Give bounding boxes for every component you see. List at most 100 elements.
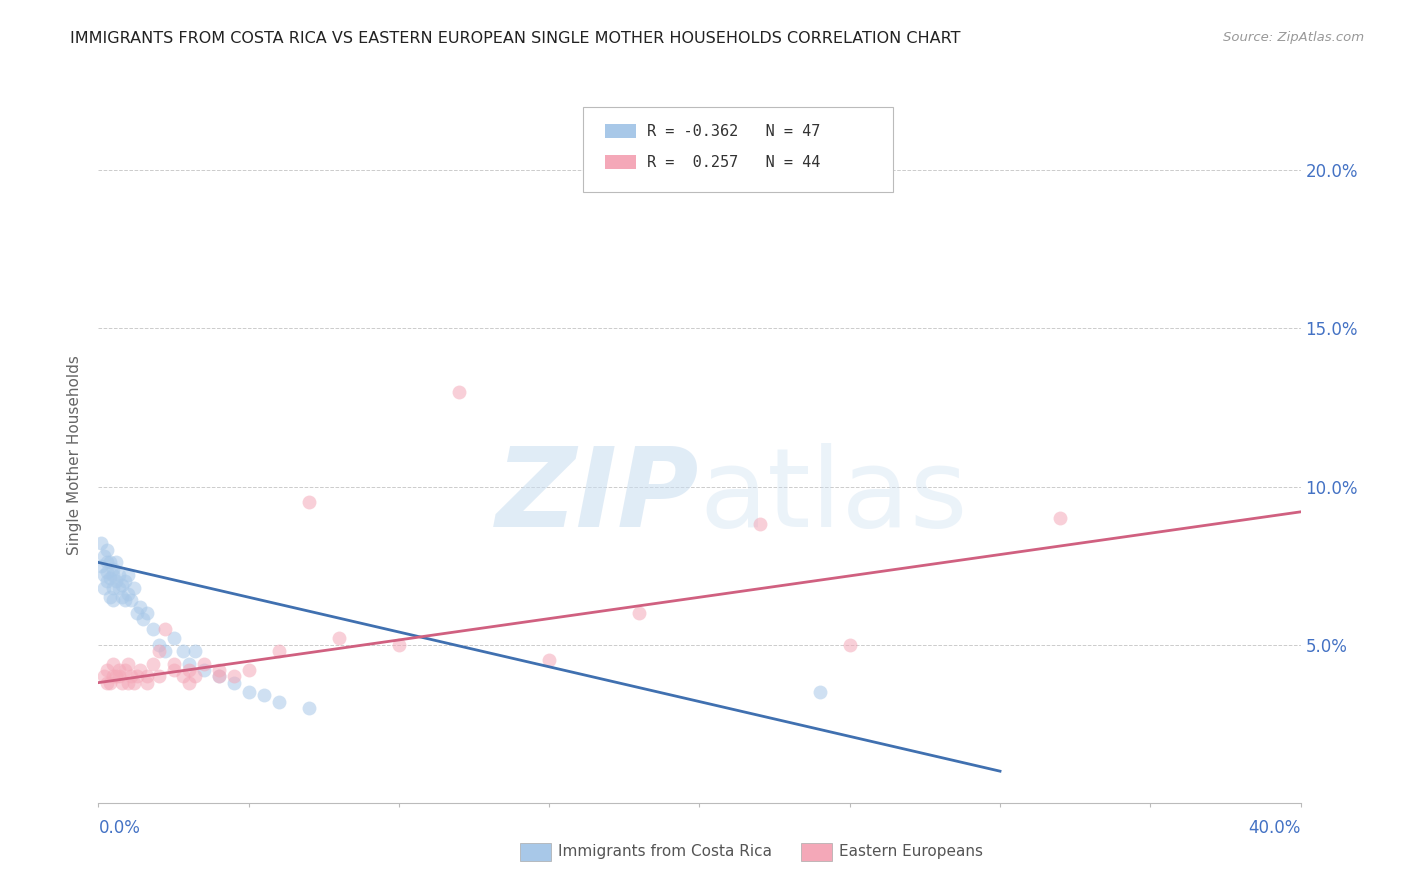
Point bbox=[298, 701, 321, 715]
Point bbox=[103, 568, 125, 582]
Point bbox=[93, 669, 115, 683]
Point bbox=[127, 669, 149, 683]
Point bbox=[111, 591, 134, 605]
Point bbox=[153, 622, 176, 636]
Point bbox=[132, 612, 155, 626]
Text: Immigrants from Costa Rica: Immigrants from Costa Rica bbox=[558, 845, 772, 859]
Point bbox=[100, 675, 122, 690]
Point bbox=[172, 669, 194, 683]
Point bbox=[117, 568, 139, 582]
Point bbox=[183, 669, 205, 683]
Point bbox=[1049, 511, 1071, 525]
Point bbox=[103, 669, 125, 683]
Point bbox=[117, 587, 139, 601]
Point bbox=[96, 565, 118, 579]
Point bbox=[96, 574, 118, 589]
Point bbox=[838, 638, 860, 652]
Point bbox=[177, 657, 200, 671]
Point bbox=[129, 663, 152, 677]
Point bbox=[90, 536, 112, 550]
Point bbox=[177, 663, 200, 677]
Point bbox=[127, 606, 149, 620]
Point bbox=[93, 581, 115, 595]
Point bbox=[121, 669, 143, 683]
Point bbox=[193, 657, 215, 671]
Point bbox=[108, 663, 131, 677]
Point bbox=[267, 644, 290, 658]
Point bbox=[447, 384, 470, 399]
Point bbox=[100, 571, 122, 585]
Point bbox=[129, 599, 152, 614]
Point bbox=[238, 663, 260, 677]
Point bbox=[114, 663, 136, 677]
Point bbox=[141, 657, 163, 671]
Text: R = -0.362   N = 47: R = -0.362 N = 47 bbox=[647, 124, 820, 138]
Point bbox=[177, 675, 200, 690]
Point bbox=[222, 675, 245, 690]
Point bbox=[267, 695, 290, 709]
Point bbox=[222, 669, 245, 683]
Point bbox=[117, 657, 139, 671]
Point bbox=[162, 657, 184, 671]
Point bbox=[117, 675, 139, 690]
Y-axis label: Single Mother Households: Single Mother Households bbox=[67, 355, 83, 555]
Point bbox=[114, 574, 136, 589]
Point bbox=[96, 663, 118, 677]
Point bbox=[538, 653, 561, 667]
Point bbox=[135, 606, 157, 620]
Point bbox=[162, 632, 184, 646]
Point bbox=[808, 685, 831, 699]
Text: Source: ZipAtlas.com: Source: ZipAtlas.com bbox=[1223, 31, 1364, 45]
Point bbox=[135, 669, 157, 683]
Point bbox=[111, 675, 134, 690]
Text: atlas: atlas bbox=[700, 443, 967, 550]
Point bbox=[298, 495, 321, 509]
Point bbox=[105, 556, 128, 570]
Point bbox=[100, 556, 122, 570]
Point bbox=[103, 657, 125, 671]
Point bbox=[124, 675, 146, 690]
Point bbox=[121, 593, 143, 607]
Point bbox=[183, 644, 205, 658]
Point bbox=[388, 638, 411, 652]
Point bbox=[141, 622, 163, 636]
Point bbox=[153, 644, 176, 658]
Point bbox=[208, 669, 231, 683]
Point bbox=[148, 638, 170, 652]
Point bbox=[328, 632, 350, 646]
Point bbox=[93, 549, 115, 563]
Point bbox=[103, 593, 125, 607]
Point bbox=[103, 562, 125, 576]
Point bbox=[124, 581, 146, 595]
Point bbox=[96, 556, 118, 570]
Text: R =  0.257   N = 44: R = 0.257 N = 44 bbox=[647, 155, 820, 169]
Text: IMMIGRANTS FROM COSTA RICA VS EASTERN EUROPEAN SINGLE MOTHER HOUSEHOLDS CORRELAT: IMMIGRANTS FROM COSTA RICA VS EASTERN EU… bbox=[70, 31, 960, 46]
Point bbox=[193, 663, 215, 677]
Text: ZIP: ZIP bbox=[496, 443, 700, 550]
Point bbox=[96, 542, 118, 557]
Point bbox=[162, 663, 184, 677]
Point bbox=[105, 574, 128, 589]
Point bbox=[100, 591, 122, 605]
Point bbox=[108, 568, 131, 582]
Point bbox=[238, 685, 260, 699]
Point bbox=[253, 688, 276, 702]
Point bbox=[108, 669, 131, 683]
Text: 0.0%: 0.0% bbox=[98, 819, 141, 837]
Point bbox=[148, 644, 170, 658]
Point bbox=[108, 581, 131, 595]
Point bbox=[208, 663, 231, 677]
Point bbox=[114, 593, 136, 607]
Point bbox=[628, 606, 651, 620]
Point bbox=[96, 675, 118, 690]
Point bbox=[135, 675, 157, 690]
Point bbox=[172, 644, 194, 658]
Point bbox=[93, 568, 115, 582]
Point bbox=[105, 669, 128, 683]
Text: 40.0%: 40.0% bbox=[1249, 819, 1301, 837]
Text: Eastern Europeans: Eastern Europeans bbox=[839, 845, 983, 859]
Point bbox=[90, 558, 112, 573]
Point bbox=[148, 669, 170, 683]
Point bbox=[748, 517, 770, 532]
Point bbox=[111, 577, 134, 591]
